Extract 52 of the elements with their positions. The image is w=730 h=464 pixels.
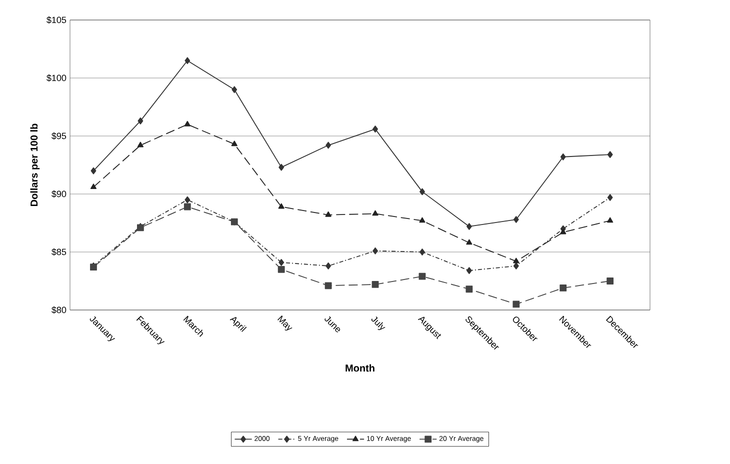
- y-tick-label: $90: [52, 190, 66, 198]
- point: [372, 247, 378, 254]
- point: [138, 117, 144, 124]
- point: [232, 86, 238, 94]
- y-tick-label: $85: [52, 248, 66, 256]
- point: [513, 262, 519, 270]
- y-tick-label: $105: [46, 16, 66, 24]
- point: [184, 57, 190, 64]
- x-tick-label: April: [230, 317, 247, 332]
- point: [560, 284, 567, 292]
- point: [418, 272, 426, 280]
- point: [420, 248, 425, 256]
- point: [466, 267, 472, 274]
- point: [419, 217, 426, 223]
- point: [90, 184, 97, 189]
- point: [278, 266, 285, 273]
- point: [372, 281, 379, 288]
- point: [607, 151, 613, 158]
- point: [513, 216, 519, 223]
- point: [278, 258, 284, 266]
- point: [466, 239, 472, 245]
- point: [607, 194, 613, 201]
- point: [513, 258, 520, 264]
- point: [184, 196, 190, 204]
- y-axis-title: Dollars per 100 lb: [30, 124, 40, 206]
- point: [372, 210, 378, 216]
- point: [90, 167, 96, 174]
- y-tick-label: $80: [52, 306, 66, 314]
- x-tick-label: July: [371, 316, 386, 330]
- point: [184, 203, 191, 210]
- point: [231, 140, 238, 146]
- point: [326, 262, 332, 270]
- x-tick-label: May: [277, 316, 292, 331]
- point: [324, 282, 332, 290]
- point: [560, 228, 566, 234]
- point: [278, 164, 284, 171]
- point: [560, 153, 566, 160]
- point: [325, 211, 332, 217]
- y-tick-label: $95: [52, 132, 66, 140]
- point: [278, 203, 284, 209]
- point: [420, 188, 425, 196]
- point: [512, 300, 520, 308]
- point: [466, 223, 472, 230]
- y-tick-label: $100: [46, 74, 66, 82]
- x-axis-title: Month: [346, 364, 374, 372]
- point: [607, 217, 614, 223]
- point: [137, 142, 144, 148]
- point: [326, 142, 332, 149]
- point: [372, 126, 378, 132]
- point: [606, 278, 614, 284]
- point: [184, 120, 190, 126]
- point: [466, 286, 473, 293]
